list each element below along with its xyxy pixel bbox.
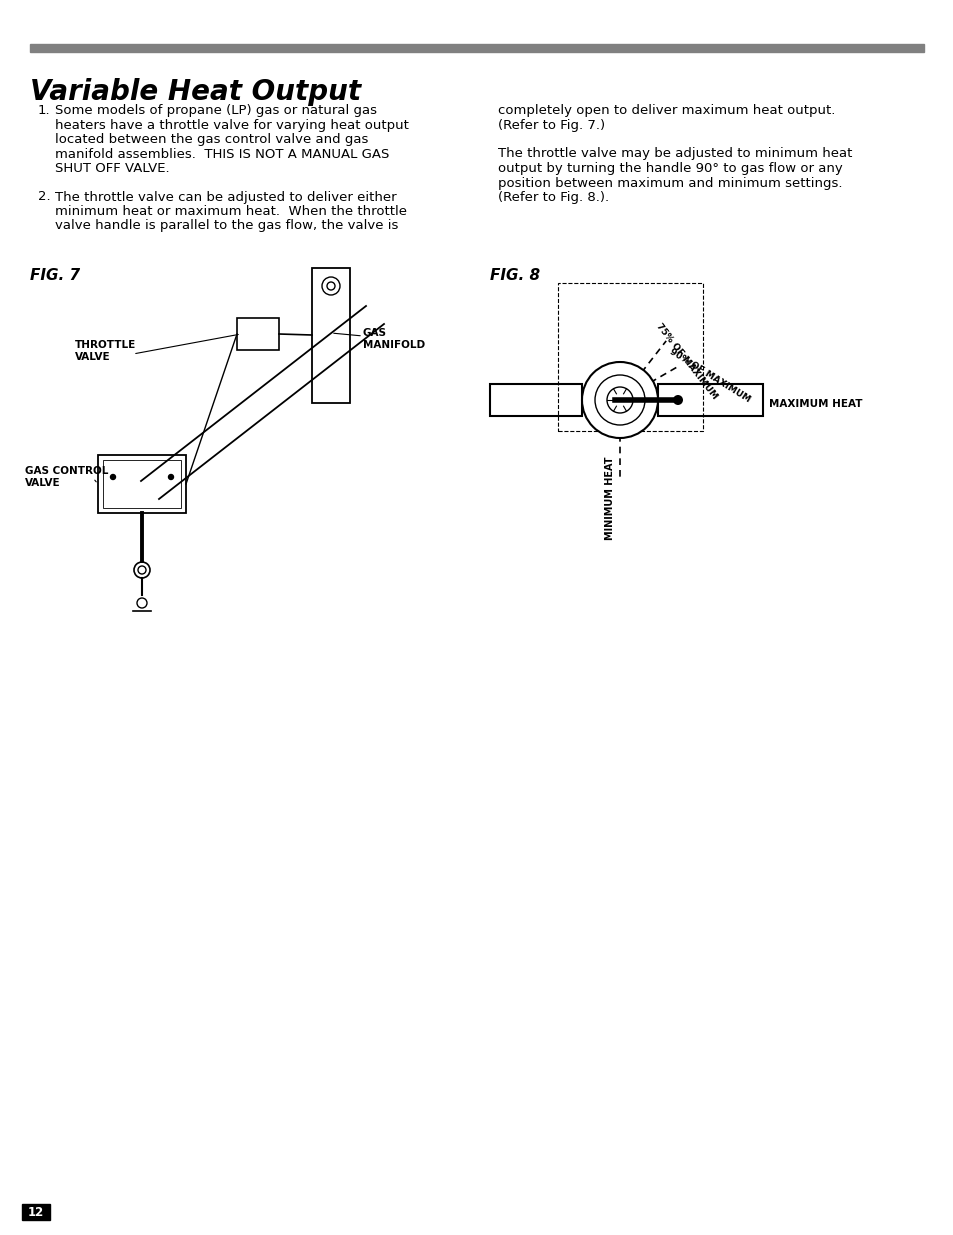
Bar xyxy=(558,283,702,431)
Bar xyxy=(30,44,923,52)
Bar xyxy=(236,317,278,350)
Text: MAXIMUM HEAT: MAXIMUM HEAT xyxy=(768,399,862,409)
Text: Some models of propane (LP) gas or natural gas: Some models of propane (LP) gas or natur… xyxy=(55,104,376,117)
Bar xyxy=(98,454,186,513)
Text: 12: 12 xyxy=(28,1207,44,1219)
Text: position between maximum and minimum settings.: position between maximum and minimum set… xyxy=(497,177,841,189)
Text: (Refer to Fig. 8.).: (Refer to Fig. 8.). xyxy=(497,191,608,204)
Circle shape xyxy=(169,474,173,479)
Text: located between the gas control valve and gas: located between the gas control valve an… xyxy=(55,133,368,146)
Text: GAS CONTROL
VALVE: GAS CONTROL VALVE xyxy=(25,466,109,488)
Bar xyxy=(103,459,181,508)
Text: The throttle valve may be adjusted to minimum heat: The throttle valve may be adjusted to mi… xyxy=(497,147,851,161)
Text: valve handle is parallel to the gas flow, the valve is: valve handle is parallel to the gas flow… xyxy=(55,220,398,232)
Bar xyxy=(312,268,350,403)
Text: The throttle valve can be adjusted to deliver either: The throttle valve can be adjusted to de… xyxy=(55,190,396,204)
Circle shape xyxy=(581,362,658,438)
Text: minimum heat or maximum heat.  When the throttle: minimum heat or maximum heat. When the t… xyxy=(55,205,407,219)
Text: SHUT OFF VALVE.: SHUT OFF VALVE. xyxy=(55,162,170,175)
Circle shape xyxy=(672,395,682,405)
Text: output by turning the handle 90° to gas flow or any: output by turning the handle 90° to gas … xyxy=(497,162,841,175)
Text: (Refer to Fig. 7.): (Refer to Fig. 7.) xyxy=(497,119,604,131)
Text: MINIMUM HEAT: MINIMUM HEAT xyxy=(604,456,615,540)
Text: 1.: 1. xyxy=(38,104,51,117)
Text: 75% OF MAXIMUM: 75% OF MAXIMUM xyxy=(654,322,718,401)
Text: THROTTLE
VALVE: THROTTLE VALVE xyxy=(75,340,136,362)
Bar xyxy=(658,384,762,416)
Text: Variable Heat Output: Variable Heat Output xyxy=(30,78,361,106)
Text: FIG. 7: FIG. 7 xyxy=(30,268,80,283)
Text: 2.: 2. xyxy=(38,190,51,204)
Text: completely open to deliver maximum heat output.: completely open to deliver maximum heat … xyxy=(497,104,835,117)
Text: heaters have a throttle valve for varying heat output: heaters have a throttle valve for varyin… xyxy=(55,119,409,131)
Bar xyxy=(490,384,581,416)
Text: FIG. 8: FIG. 8 xyxy=(490,268,539,283)
Circle shape xyxy=(111,474,115,479)
Bar xyxy=(22,1204,50,1220)
Text: manifold assemblies.  THIS IS NOT A MANUAL GAS: manifold assemblies. THIS IS NOT A MANUA… xyxy=(55,147,389,161)
Text: GAS
MANIFOLD: GAS MANIFOLD xyxy=(363,329,425,351)
Text: 90% OF MAXIMUM: 90% OF MAXIMUM xyxy=(668,347,752,404)
